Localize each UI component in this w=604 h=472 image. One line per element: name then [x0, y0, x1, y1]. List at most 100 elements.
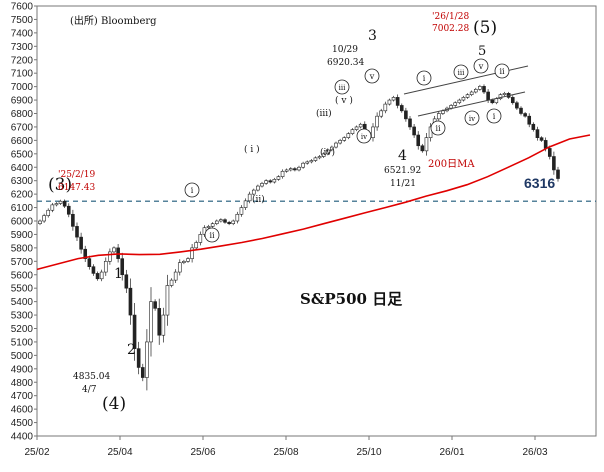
candle-body	[231, 220, 236, 224]
candle-body	[145, 341, 149, 378]
svg-text:i: i	[191, 186, 194, 195]
circled-iv-2: iv	[356, 128, 372, 144]
circled-iv-3: iv	[464, 110, 480, 126]
svg-text:iii: iii	[458, 69, 465, 77]
candle-body	[449, 105, 453, 109]
svg-text:ii: ii	[435, 124, 441, 133]
candle-body	[301, 162, 305, 168]
date-1121: 11/21	[390, 179, 416, 189]
candle-body	[58, 200, 63, 204]
candle-body	[251, 189, 256, 195]
candle-body	[379, 110, 384, 117]
x-axis-ticks: 25/02 25/04 25/06 25/08 25/10 26/01 26/03	[24, 436, 548, 458]
candle-body	[416, 134, 421, 147]
candle-body	[404, 110, 408, 120]
y-tick-label: 6000	[11, 217, 34, 228]
candle-body	[523, 113, 527, 117]
circled-v-2: v	[364, 68, 380, 84]
y-tick-label: 6400	[11, 163, 34, 174]
y-tick-label: 5600	[11, 270, 34, 281]
candle-body	[519, 107, 523, 114]
candle-body	[103, 261, 108, 273]
candle-body	[268, 180, 273, 183]
candle-body	[50, 204, 55, 211]
wave-5: 5	[478, 44, 486, 59]
x-tick-label: 25/02	[24, 447, 49, 458]
candle-body	[120, 258, 125, 276]
candle-body	[420, 145, 425, 152]
x-tick-label: 26/03	[522, 447, 547, 458]
candle-body	[527, 115, 532, 125]
y-tick-label: 7400	[11, 28, 34, 39]
y-tick-label: 6500	[11, 149, 34, 160]
x-tick-label: 25/08	[273, 447, 298, 458]
y-tick-label: 6700	[11, 122, 34, 133]
x-tick-label: 26/01	[439, 447, 464, 458]
y-tick-label: 5700	[11, 257, 34, 268]
y-tick-label: 4400	[11, 432, 34, 443]
last-price-6316: 6316	[524, 175, 555, 191]
value-692034: 6920.34	[327, 58, 364, 68]
candle-body	[309, 160, 314, 163]
ma200-label: 200日MA	[428, 159, 475, 170]
circled-iii-2: iii	[334, 79, 350, 95]
candle-body	[424, 137, 429, 152]
candle-body	[46, 209, 51, 216]
plot-frame	[36, 5, 597, 437]
svg-text:i: i	[423, 74, 426, 83]
candle-body	[510, 97, 515, 104]
x-tick-label: 25/10	[356, 447, 381, 458]
candle-body	[346, 133, 351, 138]
svg-text:iv: iv	[469, 115, 475, 123]
wave-5-major: (5)	[473, 18, 497, 38]
circled-i-4: i	[486, 108, 502, 124]
wave-v-paren: ( v )	[335, 95, 353, 106]
svg-text:iv: iv	[361, 133, 367, 141]
candle-body	[243, 200, 248, 208]
y-tick-label: 5900	[11, 230, 34, 241]
y-tick-label: 5500	[11, 284, 34, 295]
candle-body	[272, 179, 277, 183]
y-tick-label: 7600	[11, 2, 34, 13]
candle-body	[153, 301, 157, 309]
y-tick-label: 4900	[11, 364, 34, 375]
candle-body	[408, 118, 412, 128]
y-tick-label: 6900	[11, 96, 34, 107]
candle-body	[305, 161, 310, 164]
wave-1: 1	[114, 266, 123, 282]
candle-body	[198, 234, 203, 243]
value-652192: 6521.92	[384, 166, 421, 176]
svg-text:iii: iii	[339, 84, 346, 92]
candle-body	[79, 236, 83, 250]
candle-body	[91, 266, 96, 274]
y-tick-label: 6100	[11, 203, 34, 214]
y-tick-label: 6300	[11, 176, 34, 187]
candle-body	[515, 102, 519, 109]
candle-body	[260, 183, 264, 187]
wave-4: 4	[398, 148, 407, 164]
candle-body	[473, 89, 478, 93]
ma200-line	[36, 134, 591, 271]
wave-3-major: (3)	[48, 175, 72, 195]
candle-body	[132, 314, 137, 349]
candle-body	[325, 149, 330, 155]
candle-body	[124, 274, 129, 289]
y-axis-ticks: 4400 4500 4600 4700 4800 4900 5000 5100 5200 5300…	[11, 2, 37, 443]
wave-4-major: (4)	[102, 394, 126, 414]
candle-body	[482, 86, 486, 93]
candle-body	[284, 169, 289, 172]
circled-ii-3: ii	[430, 120, 446, 136]
svg-text:i: i	[493, 112, 496, 121]
candle-body	[288, 168, 293, 171]
value-700228: 7002.28	[432, 24, 469, 34]
candle-body	[383, 103, 388, 112]
y-tick-label: 5200	[11, 324, 34, 335]
candle-body	[177, 262, 182, 273]
x-tick-label: 25/04	[107, 447, 132, 458]
candle-body	[502, 93, 507, 95]
circled-ii-1: ii	[204, 227, 220, 243]
candle-body	[214, 220, 219, 224]
candle-body	[235, 213, 240, 222]
y-tick-label: 7300	[11, 42, 34, 53]
candle-body	[62, 200, 67, 207]
